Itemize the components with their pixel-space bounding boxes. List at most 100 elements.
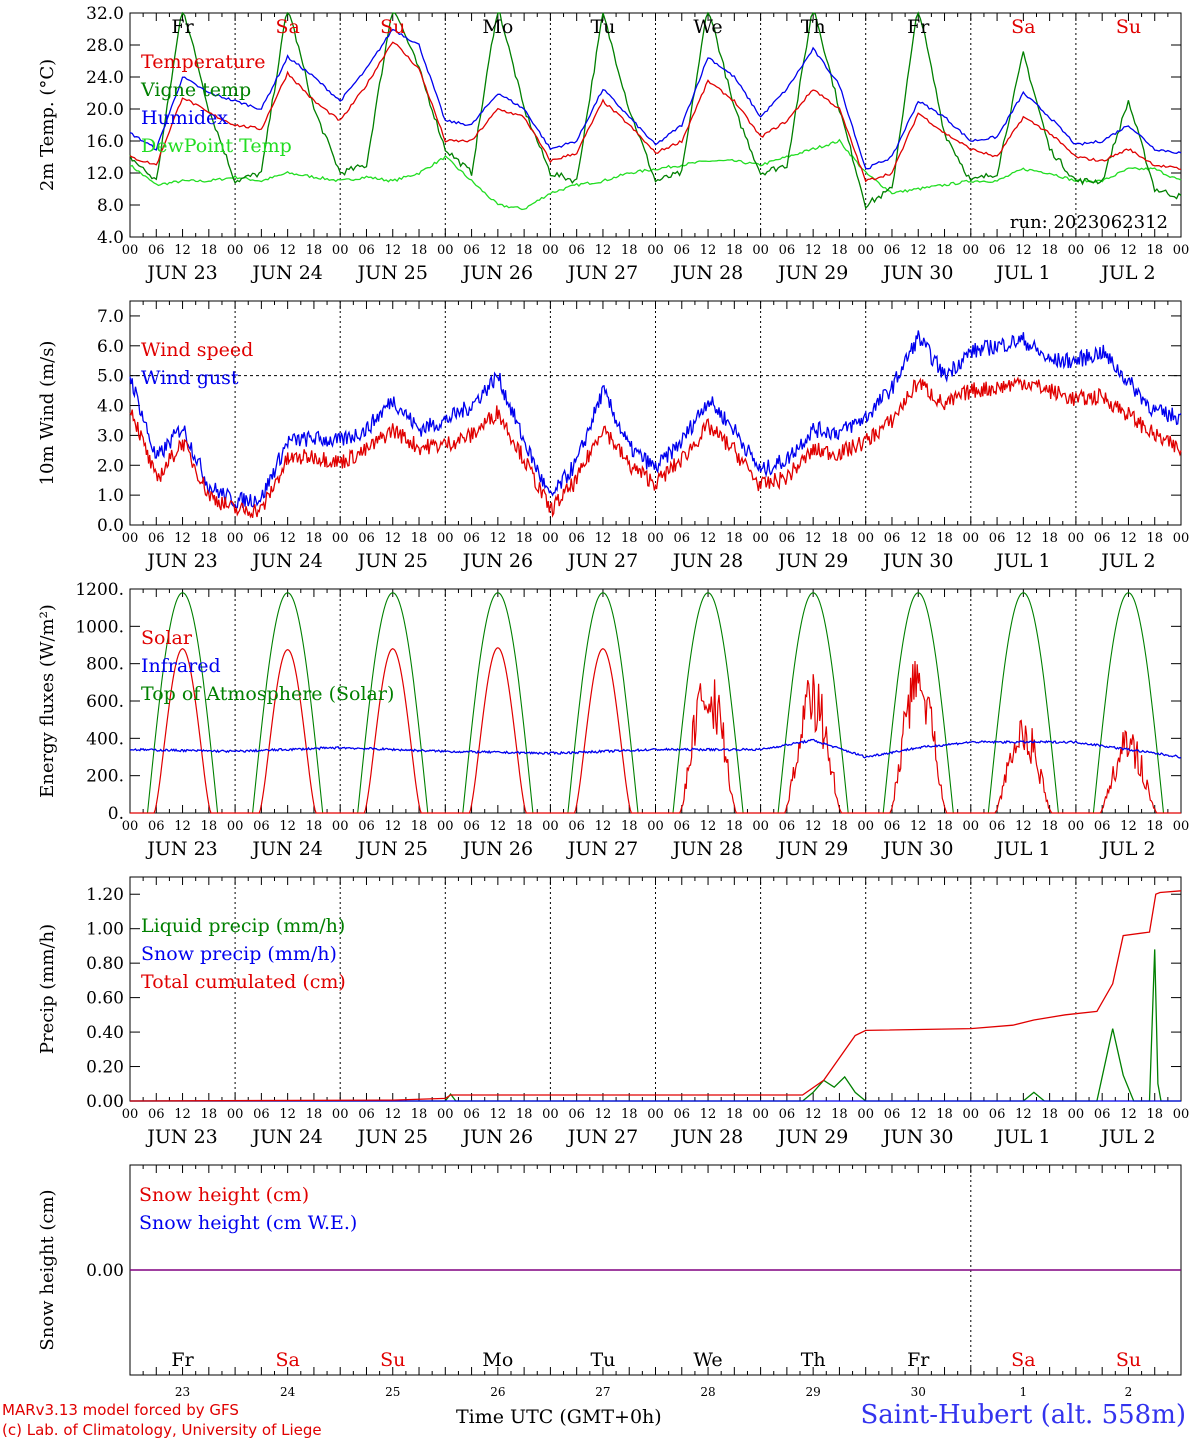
day-label: JUN 23 [145, 550, 217, 572]
hour-tick-label: 18 [1041, 819, 1058, 834]
legend-entry: Snow precip (mm/h) [141, 943, 337, 965]
hour-tick-label: 18 [1146, 531, 1163, 546]
hour-tick-label: 06 [779, 243, 796, 258]
hour-tick-label: 12 [1120, 1107, 1137, 1122]
hour-tick-label: 00 [122, 1107, 139, 1122]
hour-tick-label: 12 [910, 243, 927, 258]
hour-tick-label: 00 [1068, 243, 1085, 258]
hour-tick-label: 18 [411, 819, 428, 834]
hour-tick-label: 00 [647, 819, 664, 834]
y-axis-title: Energy fluxes (W/m²) [37, 604, 58, 798]
weekday-label: Su [1116, 16, 1141, 38]
hour-tick-label: 06 [148, 819, 165, 834]
y-axis-title: 2m Temp. (°C) [37, 59, 58, 191]
hour-tick-label: 18 [516, 243, 533, 258]
hour-tick-label: 06 [989, 531, 1006, 546]
hour-tick-label: 18 [936, 243, 953, 258]
hour-tick-label: 12 [384, 1107, 401, 1122]
hour-tick-label: 18 [936, 819, 953, 834]
hour-tick-label: 06 [568, 243, 585, 258]
hour-tick-label: 06 [674, 531, 691, 546]
day-number: 24 [280, 1385, 296, 1399]
day-label: JUN 29 [776, 550, 848, 572]
hour-tick-label: 18 [516, 1107, 533, 1122]
hour-tick-label: 06 [568, 1107, 585, 1122]
hour-tick-label: 00 [437, 243, 454, 258]
hour-tick-label: 18 [411, 243, 428, 258]
weekday-label-bottom: Th [801, 1349, 826, 1371]
hour-tick-label: 00 [647, 243, 664, 258]
weekday-label: Sa [275, 16, 299, 38]
hour-tick-label: 06 [674, 1107, 691, 1122]
hour-tick-label: 00 [332, 1107, 349, 1122]
y-tick-label: 20.0 [86, 100, 124, 120]
hour-tick-label: 00 [227, 1107, 244, 1122]
legend-entry: Vigne temp [140, 79, 251, 101]
hour-tick-label: 18 [516, 531, 533, 546]
hour-tick-label: 12 [490, 1107, 507, 1122]
hour-tick-label: 18 [936, 531, 953, 546]
day-label: JUL 2 [1099, 262, 1155, 284]
day-label: JUN 30 [881, 550, 953, 572]
hour-tick-label: 00 [1068, 819, 1085, 834]
hour-tick-label: 00 [752, 1107, 769, 1122]
day-label: JUN 27 [566, 550, 638, 572]
day-number: 25 [385, 1385, 400, 1399]
y-tick-label: 3.0 [97, 426, 124, 446]
day-label: JUN 29 [776, 262, 848, 284]
hour-tick-label: 00 [227, 531, 244, 546]
series-vigne-temp [129, 11, 1182, 210]
hour-tick-label: 18 [621, 243, 638, 258]
day-label: JUN 28 [671, 550, 743, 572]
lab-credit: (c) Lab. of Climatology, University of L… [2, 1421, 322, 1439]
hour-tick-label: 12 [1015, 1107, 1032, 1122]
day-label: JUL 1 [994, 262, 1050, 284]
hour-tick-label: 18 [726, 243, 743, 258]
hour-tick-label: 06 [1094, 1107, 1111, 1122]
hour-tick-label: 00 [857, 819, 874, 834]
hour-tick-label: 18 [306, 819, 323, 834]
hour-tick-label: 06 [253, 1107, 270, 1122]
hour-tick-label: 12 [910, 1107, 927, 1122]
y-tick-label: 0.40 [86, 1023, 124, 1043]
legend-entry: DewPoint Temp [141, 135, 292, 157]
hour-tick-label: 06 [463, 819, 480, 834]
y-axis-title: 10m Wind (m/s) [37, 341, 58, 486]
weekday-label-bottom: Mo [482, 1349, 513, 1371]
hour-tick-label: 00 [542, 1107, 559, 1122]
day-label: JUN 25 [356, 838, 428, 860]
weekday-label-bottom: Tu [590, 1349, 615, 1371]
hour-tick-label: 18 [411, 531, 428, 546]
hour-tick-label: 12 [174, 819, 191, 834]
hour-tick-label: 12 [1015, 819, 1032, 834]
hour-tick-label: 00 [963, 531, 980, 546]
hour-tick-label: 00 [542, 531, 559, 546]
hour-tick-label: 12 [805, 1107, 822, 1122]
series-dewpoint-temp [129, 138, 1182, 211]
weekday-label: Th [801, 16, 826, 38]
hour-tick-label: 12 [174, 531, 191, 546]
day-label: JUN 25 [356, 1126, 428, 1148]
day-label: JUN 24 [250, 1126, 322, 1148]
hour-tick-label: 06 [358, 531, 375, 546]
hour-tick-label: 06 [674, 243, 691, 258]
hour-tick-label: 06 [674, 819, 691, 834]
hour-tick-label: 06 [884, 243, 901, 258]
hour-tick-label: 00 [857, 1107, 874, 1122]
hour-tick-label: 06 [358, 1107, 375, 1122]
day-number: 28 [700, 1385, 715, 1399]
day-label: JUN 26 [461, 838, 533, 860]
y-tick-label: 24.0 [86, 68, 124, 88]
hour-tick-label: 12 [1015, 531, 1032, 546]
day-label: JUN 27 [566, 838, 638, 860]
legend-entry: Liquid precip (mm/h) [141, 915, 345, 937]
hour-tick-label: 06 [989, 1107, 1006, 1122]
day-label: JUN 25 [356, 262, 428, 284]
hour-tick-label: 18 [1041, 1107, 1058, 1122]
hour-tick-label: 00 [752, 243, 769, 258]
y-tick-label: 400. [86, 729, 124, 749]
hour-tick-label: 00 [1173, 531, 1190, 546]
day-label: JUN 25 [356, 550, 428, 572]
day-number: 23 [175, 1385, 190, 1399]
